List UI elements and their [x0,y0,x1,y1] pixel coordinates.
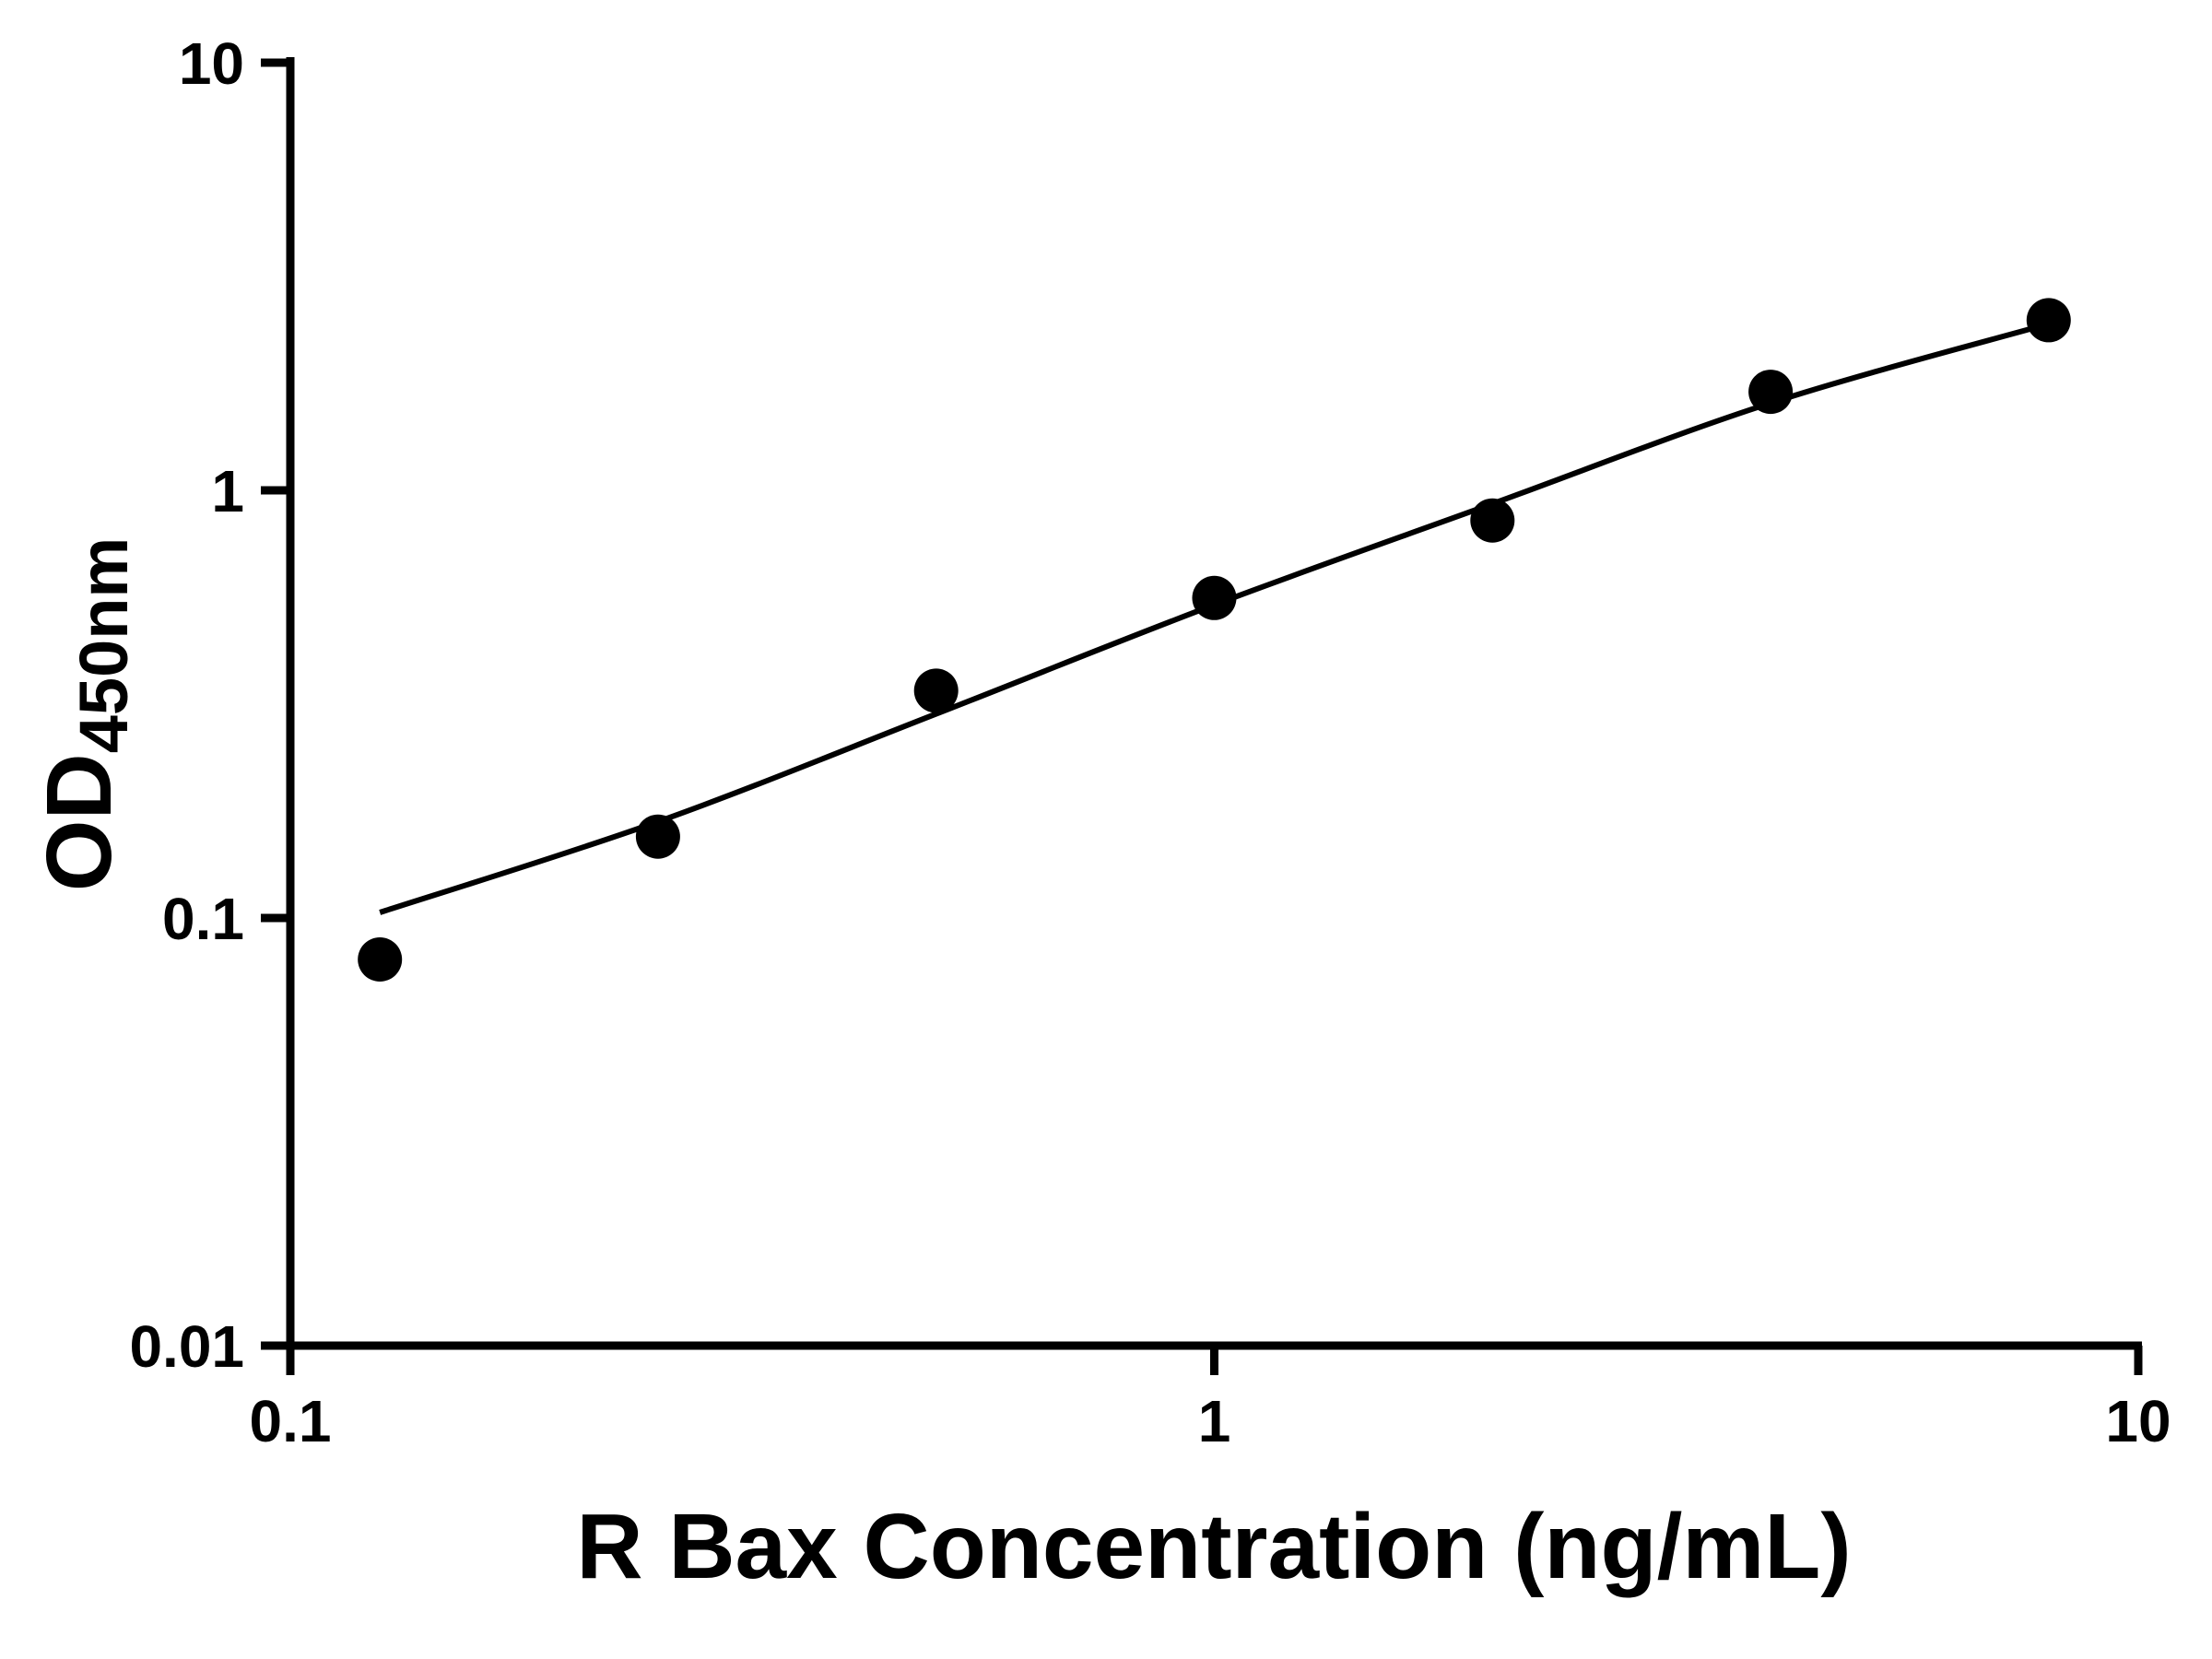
y-tick-label: 10 [179,30,244,97]
y-axis-title-subscript: 450nm [65,537,142,753]
axes-layer [286,57,2142,1350]
x-tick-label: 0.1 [250,1388,332,1454]
data-point [1470,498,1515,543]
y-axis-title: OD450nm [28,537,142,891]
data-point [913,668,959,713]
y-axis-title-main: OD [28,753,131,891]
data-point [2026,298,2071,343]
y-tick-label: 0.01 [129,1313,244,1380]
points-layer [358,298,2071,982]
x-tick-label: 10 [2105,1388,2171,1454]
data-point [635,814,680,859]
data-point [1192,575,1237,620]
y-tick-label: 0.1 [162,886,244,952]
x-tick-label: 1 [1198,1388,1231,1454]
data-point [358,937,403,982]
y-tick-label: 1 [211,458,244,524]
data-point [1748,370,1794,415]
x-axis-title: R Bax Concentration (ng/mL) [576,1495,1851,1598]
